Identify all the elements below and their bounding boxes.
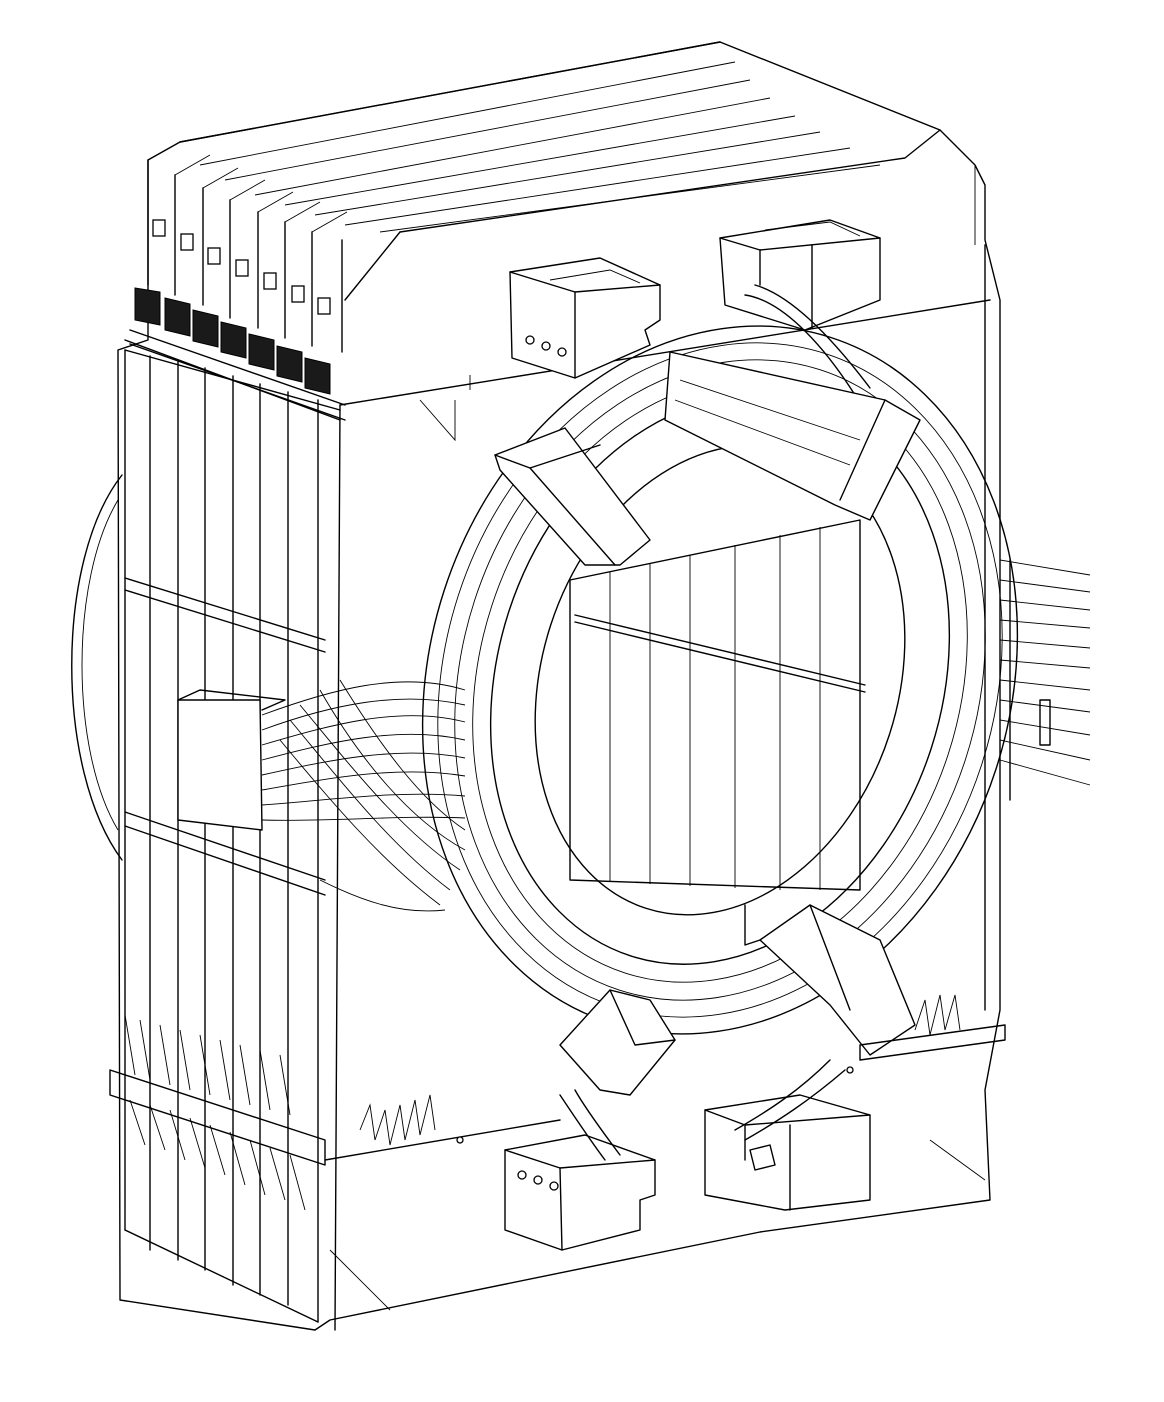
top-terminal-tabs [129,141,348,421]
inner-core-plates [569,519,866,891]
top-terminal-box-right [719,219,881,396]
misc-details [329,375,986,1311]
right-wire-bundle [999,559,1091,801]
ring-clamp-top-left [494,427,651,566]
bottom-comb-left [109,1014,326,1211]
frame-body [117,41,1001,1331]
bottom-terminal-box-left [504,1089,656,1251]
ring-clamp-bottom-right [744,904,916,1056]
left-connector-block [177,689,286,831]
ring-clamp-bottom-left [559,989,676,1096]
ring-clamp-top-right [664,351,921,521]
left-wire-bundle [261,679,466,912]
bottom-terminal-box-right [704,1059,871,1211]
top-terminal-box-left [509,257,661,379]
bottom-comb-right [859,994,1006,1061]
bottom-comb-center [324,1094,561,1161]
